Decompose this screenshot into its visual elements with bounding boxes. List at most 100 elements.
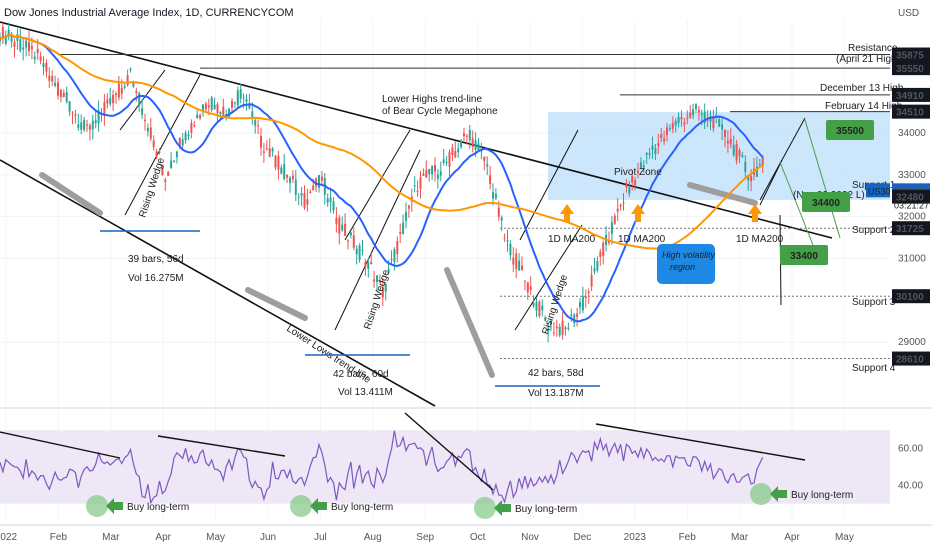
candle-body <box>228 108 231 117</box>
candle-body <box>146 127 149 132</box>
candle-body <box>88 125 91 130</box>
candle-body <box>384 283 387 292</box>
support-4-label: Support 4 <box>852 363 896 374</box>
vol-13a-label: Vol 13.411M <box>338 387 393 398</box>
time-tick: Oct <box>470 532 486 543</box>
grey-channel-bar <box>444 267 495 378</box>
time-tick: Feb <box>679 532 697 543</box>
candle-body <box>318 175 320 188</box>
candle-body <box>471 138 474 147</box>
candle-body <box>161 166 164 175</box>
price-tick: 34000 <box>898 128 926 139</box>
candle-body <box>436 174 439 179</box>
candle-body <box>718 119 721 127</box>
candle-body <box>610 222 613 234</box>
candle-body <box>344 223 347 236</box>
candle-body <box>692 109 695 116</box>
rsi-trendline <box>0 431 121 459</box>
candle-body <box>335 217 338 225</box>
candle-body <box>613 215 616 224</box>
rising-wedge-line <box>519 129 579 241</box>
candle-body <box>294 179 297 195</box>
candle-body <box>555 326 558 329</box>
candle-body <box>535 302 538 311</box>
candle-body <box>236 90 239 106</box>
candle-body <box>170 160 173 168</box>
candle-body <box>173 160 175 162</box>
time-tick: Mar <box>731 532 749 543</box>
grey-channel-bar <box>687 182 758 206</box>
price-tick: 29000 <box>898 337 926 348</box>
price-tag-label: 34510 <box>896 108 924 119</box>
candle-body <box>634 180 637 186</box>
rsi-panel: 60.00 40.00 Buy long-term Buy long-term Buy … <box>0 407 932 519</box>
pivot-zone-label: Pivot Zone <box>614 167 662 178</box>
candle-body <box>512 257 515 265</box>
candle-body <box>526 282 529 293</box>
candle-body <box>434 164 436 172</box>
candles <box>0 22 764 343</box>
candle-body <box>567 327 570 329</box>
candle-body <box>286 175 289 178</box>
candle-body <box>483 156 486 161</box>
resistance-label-2: (April 21 High) <box>836 54 900 65</box>
candle-body <box>181 139 184 146</box>
candle-body <box>25 40 28 48</box>
candle-body <box>51 76 54 82</box>
candle-body <box>376 275 378 283</box>
candle-body <box>683 122 686 125</box>
candle-body <box>193 124 196 126</box>
candle-body <box>216 104 219 114</box>
candle-body <box>86 124 88 126</box>
candle-body <box>361 249 364 251</box>
candle-body <box>515 253 518 270</box>
candle-body <box>509 243 512 256</box>
rsi-tick: 60.00 <box>898 444 923 455</box>
candle-body <box>428 168 431 174</box>
price-tick: 33000 <box>898 170 926 181</box>
candle-body <box>393 249 396 262</box>
candle-body <box>387 269 390 273</box>
candle-body <box>289 177 291 184</box>
rsi-trendline <box>595 423 806 461</box>
candle-body <box>204 103 207 110</box>
candle-body <box>303 193 306 208</box>
candle-body <box>80 122 83 130</box>
candle-body <box>451 147 454 156</box>
candle-body <box>402 222 405 234</box>
ma200-label: 1D MA200 <box>736 234 784 245</box>
buy-arrow <box>494 500 511 516</box>
candle-body <box>529 286 532 291</box>
candle-body <box>103 102 106 116</box>
candle-body <box>202 104 204 111</box>
candle-body <box>486 164 489 167</box>
buy-label: Buy long-term <box>331 502 393 513</box>
candle-body <box>396 241 399 255</box>
price-tick: 32000 <box>898 212 926 223</box>
candle-body <box>616 208 619 212</box>
price-tag-label: 34910 <box>896 91 924 102</box>
projection-arrow <box>759 159 783 206</box>
candle-body <box>639 162 642 169</box>
lower-highs-trendline <box>0 21 833 239</box>
candle-body <box>274 155 277 168</box>
candle-body <box>474 140 477 150</box>
candle-body <box>190 122 193 133</box>
support-3-label: Support 3 <box>852 297 896 308</box>
time-tick: Jun <box>260 532 276 543</box>
candle-body <box>686 117 689 119</box>
candle-body <box>239 89 242 99</box>
candle-body <box>439 171 442 176</box>
buy-circle <box>290 495 312 517</box>
vol-13b-label: Vol 13.187M <box>528 388 584 399</box>
lower-highs-label: Lower Highs trend-line <box>382 94 482 105</box>
candle-body <box>68 101 71 112</box>
time-tick: Sep <box>416 532 434 543</box>
candle-body <box>503 237 506 239</box>
ma200-arrow <box>748 204 762 222</box>
candle-body <box>149 127 152 139</box>
candle-body <box>106 99 109 104</box>
symbol-tag-label: US30 <box>868 186 891 196</box>
candle-body <box>45 62 48 72</box>
